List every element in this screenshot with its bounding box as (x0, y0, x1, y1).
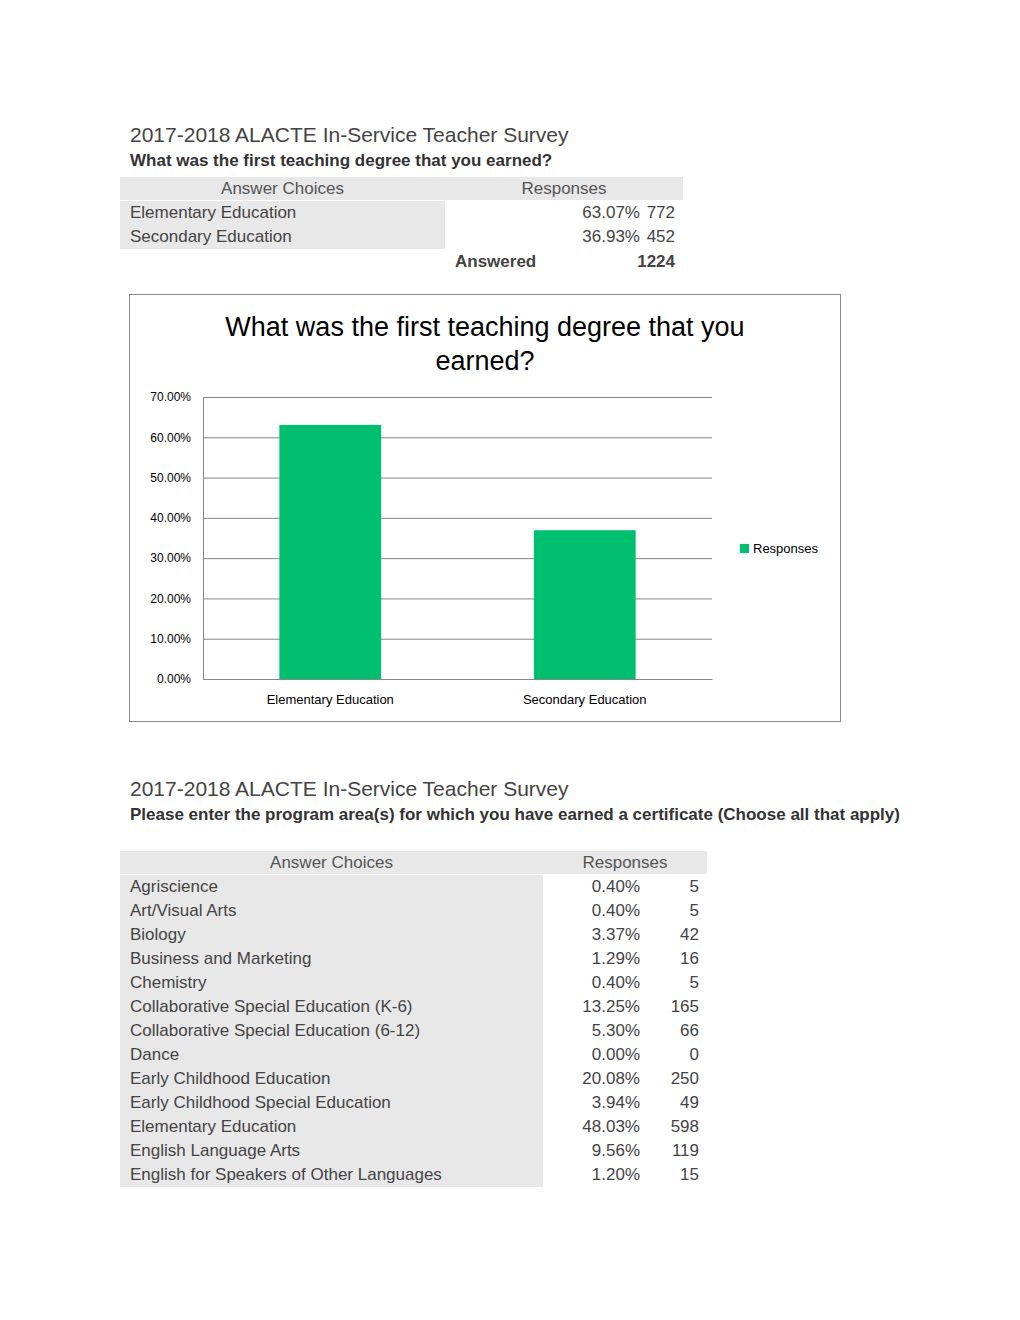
y-axis-line (203, 398, 204, 680)
count-cell: 66 (639, 1019, 699, 1043)
row-label: Elementary Education (120, 201, 445, 225)
row-label: English for Speakers of Other Languages (120, 1163, 543, 1187)
column-header: Responses (543, 851, 707, 874)
y-tick-label: 60.00% (150, 431, 191, 445)
row-label: Elementary Education (120, 1115, 543, 1139)
legend-swatch (740, 544, 749, 553)
bar (534, 530, 636, 679)
chart-frame (130, 295, 841, 722)
y-tick: 60.00% (150, 431, 712, 445)
row-label: Early Childhood Education (120, 1067, 543, 1091)
row-label: English Language Arts (120, 1139, 543, 1163)
count-cell: 598 (639, 1115, 699, 1139)
percent-cell: 0.40% (520, 875, 640, 899)
y-tick: 70.00% (150, 390, 712, 404)
legend: Responses (740, 541, 819, 556)
row-label: Agriscience (120, 875, 543, 899)
bar (279, 425, 381, 679)
question: Please enter the program area(s) for whi… (130, 803, 980, 826)
grid-line (203, 679, 712, 680)
percent-cell: 20.08% (520, 1067, 640, 1091)
total-label: Answered (445, 250, 545, 274)
y-axis: 0.00% 10.00% 20.00% 30.00% 40.00% 50.00% 60.00… (150, 390, 712, 686)
plot-area: 0.00% 10.00% 20.00% 30.00% 40.00% 50.00% 60.00… (150, 390, 712, 707)
percent-cell: 9.56% (520, 1139, 640, 1163)
x-tick-label: Secondary Education (523, 692, 647, 707)
row-label: Biology (120, 923, 543, 947)
percent-cell: 13.25% (520, 995, 640, 1019)
row-label: Art/Visual Arts (120, 899, 543, 923)
row-label: Collaborative Special Education (K-6) (120, 995, 543, 1019)
percent-cell: 0.00% (520, 1043, 640, 1067)
row-label: Early Childhood Special Education (120, 1091, 543, 1115)
y-tick-label: 10.00% (150, 632, 191, 646)
row-label: Chemistry (120, 971, 543, 995)
count-cell: 5 (639, 875, 699, 899)
x-tick: Elementary Education (267, 692, 394, 707)
column-header: Responses (445, 177, 683, 200)
count-cell: 165 (639, 995, 699, 1019)
column-header: Answer Choices (120, 851, 543, 874)
count-cell: 16 (639, 947, 699, 971)
y-tick-label: 40.00% (150, 511, 191, 525)
question: What was the first teaching degree that … (130, 149, 830, 172)
count-cell: 5 (639, 899, 699, 923)
percent-cell: 1.29% (520, 947, 640, 971)
count-cell: 49 (639, 1091, 699, 1115)
column-header: Answer Choices (120, 177, 445, 200)
row-label: Secondary Education (120, 225, 445, 249)
percent-cell: 0.40% (520, 971, 640, 995)
percent-cell: 3.94% (520, 1091, 640, 1115)
count-cell: 119 (639, 1139, 699, 1163)
count-cell: 0 (639, 1043, 699, 1067)
y-tick-label: 20.00% (150, 592, 191, 606)
count-cell: 5 (639, 971, 699, 995)
count-cell: 772 (615, 201, 675, 225)
percent-cell: 5.30% (520, 1019, 640, 1043)
row-label: Business and Marketing (120, 947, 543, 971)
x-axis: Elementary Education Secondary Education (204, 680, 713, 708)
row-label: Collaborative Special Education (6-12) (120, 1019, 543, 1043)
count-cell: 15 (639, 1163, 699, 1187)
x-tick: Secondary Education (523, 692, 647, 707)
x-tick-label: Elementary Education (267, 692, 394, 707)
y-tick-label: 0.00% (157, 672, 191, 686)
grid-line (203, 397, 712, 398)
percent-cell: 63.07% (520, 201, 640, 225)
percent-cell: 1.20% (520, 1163, 640, 1187)
percent-cell: 36.93% (520, 225, 640, 249)
y-tick: 40.00% (150, 511, 712, 525)
percent-cell: 48.03% (520, 1115, 640, 1139)
y-tick-label: 50.00% (150, 471, 191, 485)
section-title: 2017-2018 ALACTE In-Service Teacher Surv… (130, 123, 569, 147)
count-cell: 452 (615, 225, 675, 249)
page: What was the first teaching degree that … (0, 0, 1020, 1320)
percent-cell: 3.37% (520, 923, 640, 947)
row-label: Dance (120, 1043, 543, 1067)
y-tick-label: 70.00% (150, 390, 191, 404)
y-tick: 50.00% (150, 471, 712, 485)
total-value: 1224 (595, 250, 675, 274)
section-title: 2017-2018 ALACTE In-Service Teacher Surv… (130, 777, 569, 801)
legend-label: Responses (753, 541, 819, 556)
bars (279, 425, 635, 679)
percent-cell: 0.40% (520, 899, 640, 923)
y-tick-label: 30.00% (150, 551, 191, 565)
count-cell: 42 (639, 923, 699, 947)
chart-title: What was the first teaching degree that … (225, 312, 744, 376)
count-cell: 250 (639, 1067, 699, 1091)
x-axis-line (204, 679, 713, 680)
